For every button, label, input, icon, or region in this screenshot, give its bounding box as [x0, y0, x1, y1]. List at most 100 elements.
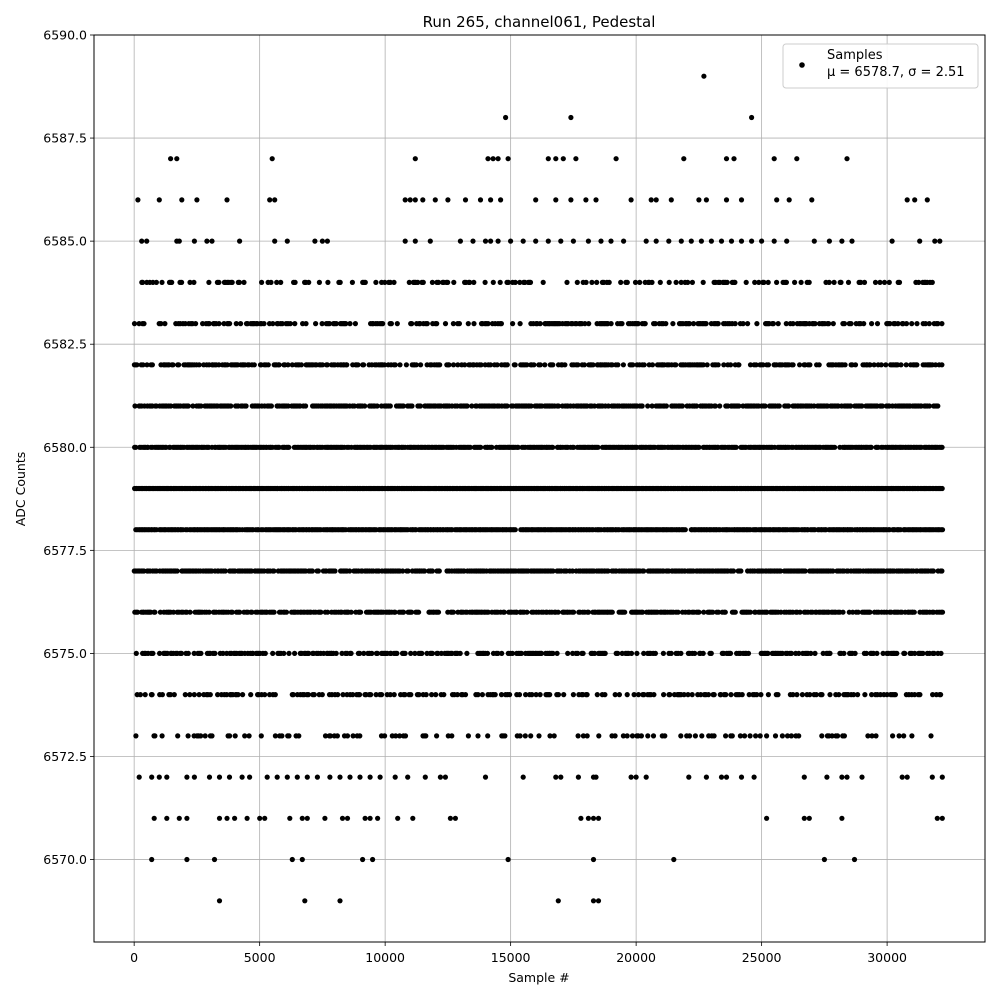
sample-point	[652, 321, 658, 327]
sample-point	[337, 774, 343, 780]
sample-point	[742, 733, 748, 739]
sample-point	[868, 444, 874, 450]
sample-point	[663, 321, 669, 327]
sample-point	[687, 733, 693, 739]
sample-point	[279, 733, 285, 739]
sample-point	[400, 403, 406, 409]
sample-point	[232, 733, 238, 739]
sample-point	[901, 733, 907, 739]
sample-point	[429, 279, 435, 285]
sample-point	[916, 279, 922, 285]
sample-point	[537, 321, 543, 327]
sample-point	[931, 650, 937, 657]
sample-point	[761, 279, 767, 285]
sample-point	[401, 609, 407, 615]
sample-point	[344, 733, 351, 739]
sample-point	[272, 692, 278, 698]
sample-point	[542, 362, 548, 368]
sample-point	[858, 279, 864, 285]
sample-point	[872, 279, 879, 285]
sample-point	[326, 321, 333, 327]
sample-point	[784, 733, 791, 739]
sample-point	[357, 774, 363, 780]
sample-point	[292, 279, 298, 285]
sample-point	[819, 733, 825, 739]
sample-point	[724, 279, 730, 285]
sample-point	[465, 733, 471, 739]
sample-point	[284, 238, 290, 244]
sample-point	[668, 650, 674, 657]
sample-point	[337, 898, 343, 904]
sample-point	[624, 692, 630, 698]
sample-point	[450, 609, 456, 615]
sample-point	[679, 403, 686, 409]
sample-point	[387, 692, 393, 698]
sample-point	[608, 321, 614, 327]
sample-point	[813, 692, 819, 698]
sample-point	[360, 856, 366, 863]
sample-point	[801, 815, 807, 821]
sample-point	[790, 362, 796, 368]
sample-point	[653, 197, 659, 203]
sample-point	[216, 279, 222, 285]
sample-point	[775, 321, 781, 327]
sample-point	[465, 321, 471, 327]
sample-point	[602, 650, 608, 657]
sample-point	[190, 403, 196, 409]
sample-point	[696, 444, 702, 450]
sample-point	[272, 733, 278, 739]
sample-point	[416, 692, 422, 698]
sample-point	[348, 650, 354, 657]
sample-point	[662, 733, 668, 739]
x-tick-label: 5000	[244, 950, 276, 965]
sample-point	[319, 362, 326, 368]
sample-point	[233, 321, 239, 327]
sample-point	[194, 197, 200, 203]
sample-point	[737, 733, 744, 739]
sample-point	[770, 321, 777, 327]
sample-point	[533, 692, 539, 698]
sample-point	[912, 692, 918, 698]
sample-point	[187, 279, 193, 285]
sample-point	[912, 197, 918, 203]
sample-point	[228, 403, 234, 409]
x-tick-label: 15000	[491, 950, 531, 965]
sample-point	[382, 362, 388, 368]
sample-point	[749, 114, 755, 121]
sample-point	[584, 692, 590, 698]
sample-point	[242, 733, 248, 739]
sample-point	[692, 733, 699, 739]
sample-point	[299, 856, 305, 863]
sample-point	[478, 444, 484, 450]
y-tick-label: 6587.5	[43, 131, 87, 146]
sample-point	[162, 321, 168, 327]
sample-point	[478, 362, 484, 368]
sample-point	[575, 774, 582, 780]
sample-point	[738, 774, 745, 780]
sample-point	[895, 321, 901, 327]
sample-point	[516, 692, 523, 698]
sample-point	[319, 321, 325, 327]
sample-point	[778, 568, 784, 574]
sample-point	[482, 238, 489, 244]
sample-point	[484, 650, 491, 657]
sample-point	[615, 650, 621, 657]
sample-point	[432, 197, 438, 203]
sample-point	[278, 279, 284, 285]
sample-point	[754, 321, 760, 327]
sample-point	[594, 279, 600, 285]
sample-point	[416, 609, 422, 615]
sample-point	[928, 733, 934, 739]
sample-point	[939, 444, 945, 450]
sample-point	[593, 197, 599, 203]
sample-point	[783, 321, 789, 327]
sample-point	[324, 238, 330, 244]
sample-point	[578, 815, 584, 821]
sample-point	[357, 692, 363, 698]
sample-point	[264, 774, 270, 780]
sample-point	[409, 321, 415, 327]
sample-point	[678, 279, 684, 285]
sample-point	[752, 279, 758, 285]
sample-point	[609, 362, 615, 368]
sample-point	[641, 650, 647, 657]
